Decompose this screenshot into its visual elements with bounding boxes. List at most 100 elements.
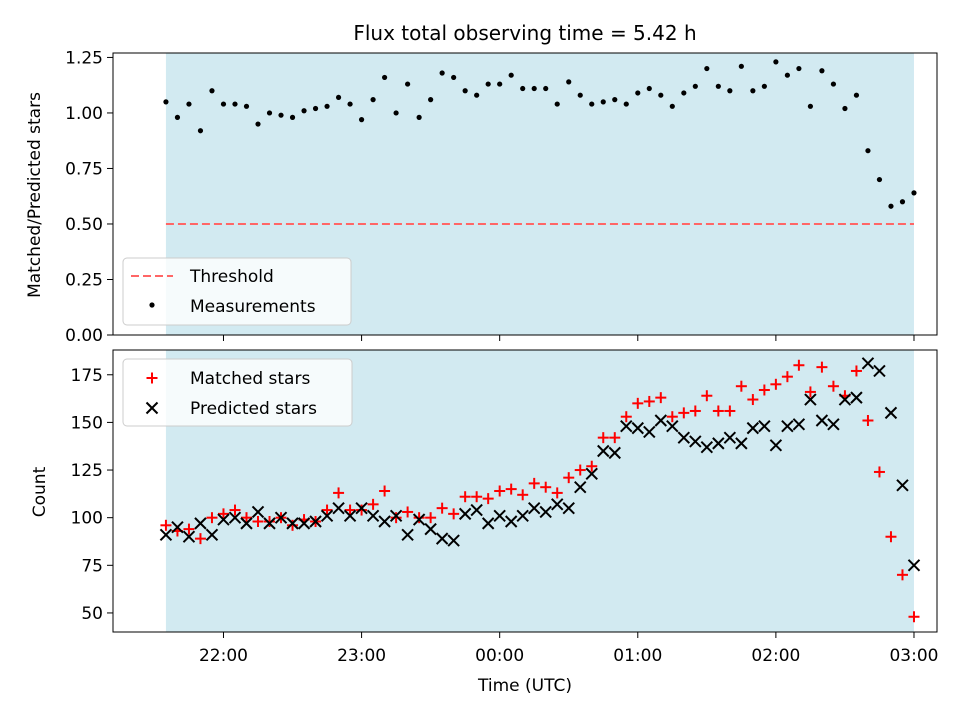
y-tick-label: 150	[71, 413, 103, 433]
y-tick-label: 100	[71, 509, 103, 529]
measurement-point	[520, 85, 526, 92]
marker-stroke	[907, 559, 921, 572]
predicted-star-point	[884, 406, 898, 420]
measurement-point	[566, 79, 572, 85]
matched-star-point	[620, 411, 632, 423]
measurement-point	[692, 83, 698, 89]
matched-star-point	[885, 531, 897, 543]
predicted-star-point	[182, 530, 196, 543]
measurement-point	[405, 81, 411, 87]
measurement-point	[485, 81, 491, 87]
matched-star-point	[528, 477, 540, 489]
marker-stroke	[159, 528, 173, 542]
matched-star-point	[609, 432, 621, 444]
matched-star-point	[850, 365, 862, 377]
marker-stroke	[792, 418, 806, 431]
marker-stroke	[366, 509, 380, 522]
matched-star-point	[701, 390, 713, 402]
predicted-star-point	[527, 501, 541, 515]
ratio-axes-frame	[112, 52, 938, 336]
marker-stroke	[700, 440, 714, 454]
predicted-star-point	[343, 509, 357, 522]
marker-stroke	[746, 421, 760, 435]
marker-stroke	[758, 420, 771, 433]
count-panel: 50 75 100 125 150 175 22:00 23:00 00:00 01:00 02:…	[30, 349, 938, 696]
legend-threshold-label: Threshold	[189, 267, 274, 287]
predicted-star-point	[539, 505, 552, 519]
matched-star-point	[482, 493, 494, 505]
predicted-star-point	[516, 509, 529, 522]
matched-star-point	[229, 504, 241, 516]
predicted-star-point	[574, 480, 587, 494]
measurement-point	[543, 85, 549, 92]
count-y-axis-label: Count	[30, 466, 50, 517]
predicted-star-point	[689, 435, 702, 448]
measurement-point	[462, 88, 468, 94]
predicted-star-point	[274, 511, 288, 524]
measurement-point	[807, 103, 814, 109]
marker-stroke	[551, 498, 564, 511]
chart-title: Flux total observing time = 5.42 h	[353, 21, 696, 45]
measurement-point	[220, 101, 227, 107]
marker-stroke	[435, 532, 449, 545]
measurement-point	[830, 81, 837, 87]
measurement-point	[589, 101, 595, 107]
marker-stroke	[182, 530, 196, 543]
measurement-point	[393, 110, 399, 116]
measurement-point	[370, 97, 376, 103]
matched-star-point	[873, 466, 885, 478]
measurement-point	[278, 112, 284, 118]
marker-stroke	[194, 517, 207, 530]
measurement-point	[865, 148, 871, 154]
predicted-star-point	[240, 517, 253, 530]
predicted-star-point	[620, 420, 633, 433]
marker-stroke	[297, 517, 311, 530]
predicted-star-point	[251, 505, 265, 519]
marker-stroke	[527, 501, 541, 515]
marker-stroke	[389, 509, 403, 522]
predicted-star-point	[654, 414, 668, 427]
predicted-star-point	[424, 522, 437, 536]
marker-stroke	[145, 401, 159, 415]
measurement-point	[899, 199, 906, 205]
marker-stroke	[539, 505, 552, 519]
matched-star-point	[252, 515, 264, 527]
predicted-star-point	[585, 467, 598, 481]
predicted-star-point	[194, 517, 207, 530]
predicted-star-point	[723, 431, 737, 444]
measurement-point	[312, 105, 319, 112]
matched-star-point	[804, 386, 816, 398]
measurement-point	[163, 99, 169, 105]
matched-star-point	[160, 519, 172, 531]
marker-stroke	[884, 406, 898, 420]
matched-star-point	[540, 481, 552, 493]
marker-stroke	[424, 522, 437, 536]
legend-predicted-swatch	[145, 401, 159, 415]
measurement-point	[174, 114, 181, 120]
predicted-star-point	[205, 528, 219, 542]
predicted-star-point	[355, 501, 368, 515]
matched-star-point	[217, 508, 229, 520]
matched-star-point	[643, 395, 655, 407]
predicted-star-point	[435, 532, 449, 545]
measurement-point	[381, 74, 388, 81]
matched-star-point	[344, 504, 356, 516]
marker-stroke	[378, 515, 391, 528]
matched-star-point	[758, 384, 770, 396]
predicted-star-point	[447, 534, 460, 547]
count-points	[159, 357, 921, 623]
x-tick-label: 02:00	[751, 646, 800, 666]
measurement-point	[347, 101, 353, 107]
matched-star-point	[770, 378, 782, 390]
legend-matched-swatch	[146, 372, 158, 384]
marker-stroke	[620, 420, 633, 433]
x-tick-label: 22:00	[199, 646, 248, 666]
marker-stroke	[804, 393, 817, 406]
predicted-star-point	[297, 517, 311, 530]
matched-star-point	[597, 432, 609, 444]
x-axis-label: Time (UTC)	[477, 676, 572, 696]
predicted-star-point	[470, 503, 483, 517]
matched-star-point	[494, 485, 506, 497]
marker-stroke	[827, 418, 840, 431]
matched-star-point	[563, 472, 575, 484]
